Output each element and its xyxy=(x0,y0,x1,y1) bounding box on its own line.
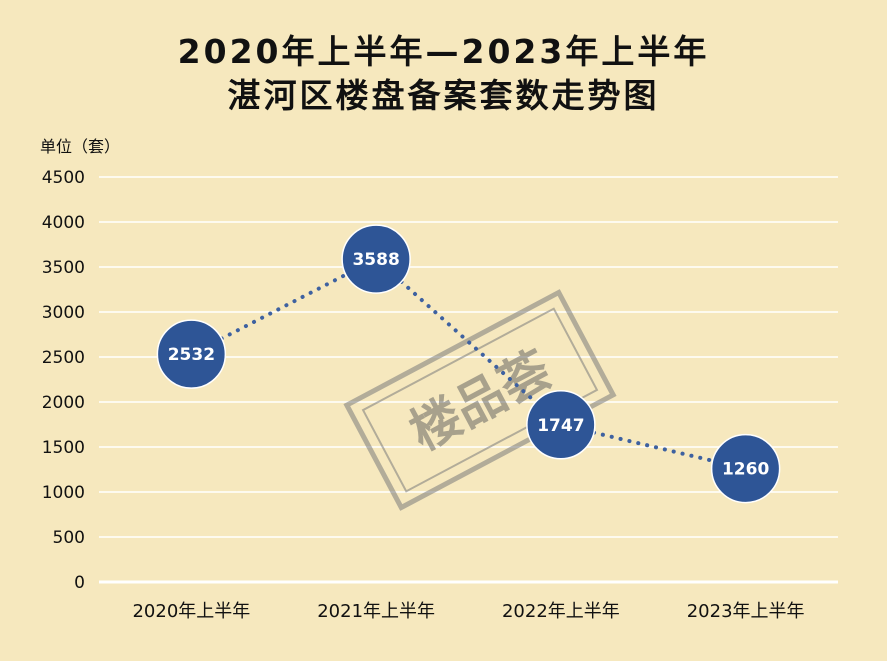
y-tick-label: 3500 xyxy=(42,258,85,278)
series-line-segment xyxy=(591,430,715,463)
data-point-marker xyxy=(156,319,227,389)
y-tick-label: 1000 xyxy=(42,483,85,503)
series-line-segment xyxy=(219,272,348,341)
y-tick-label: 2000 xyxy=(42,393,85,413)
y-tick-label: 2500 xyxy=(42,348,85,368)
x-category-label: 2021年上半年 xyxy=(317,601,435,622)
chart-title: 2020年上半年—2023年上半年 湛河区楼盘备案套数走势图 xyxy=(0,30,887,118)
data-label: 1260 xyxy=(722,460,769,480)
x-category-label: 2023年上半年 xyxy=(687,601,805,622)
y-tick-label: 0 xyxy=(74,573,85,593)
series-connector-lines xyxy=(219,272,715,463)
data-label: 3588 xyxy=(352,250,399,270)
y-tick-label: 1500 xyxy=(42,438,85,458)
data-point-marker xyxy=(710,433,781,504)
data-label: 2532 xyxy=(168,345,215,365)
x-axis-categories: 2020年上半年 2021年上半年 2022年上半年 2023年上半年 xyxy=(132,601,804,622)
y-tick-label: 500 xyxy=(53,528,85,548)
x-category-label: 2022年上半年 xyxy=(502,601,620,622)
y-axis-ticks: 0 500 1000 1500 2000 2500 3000 3500 4000 4500 xyxy=(42,168,85,593)
y-tick-label: 4500 xyxy=(42,168,85,188)
chart-title-line-2: 湛河区楼盘备案套数走势图 xyxy=(227,76,660,115)
series-line-segment xyxy=(399,279,538,405)
x-category-label: 2020年上半年 xyxy=(132,601,250,622)
data-point-marker xyxy=(526,390,596,460)
data-point-marker xyxy=(341,224,411,294)
data-label: 1747 xyxy=(537,416,584,436)
data-points: 2532 3588 1747 1260 xyxy=(156,224,781,504)
y-tick-label: 3000 xyxy=(42,303,85,323)
chart-title-line-1: 2020年上半年—2023年上半年 xyxy=(177,32,710,71)
y-tick-label: 4000 xyxy=(42,213,85,233)
y-axis-unit-label: 单位（套） xyxy=(40,137,120,156)
